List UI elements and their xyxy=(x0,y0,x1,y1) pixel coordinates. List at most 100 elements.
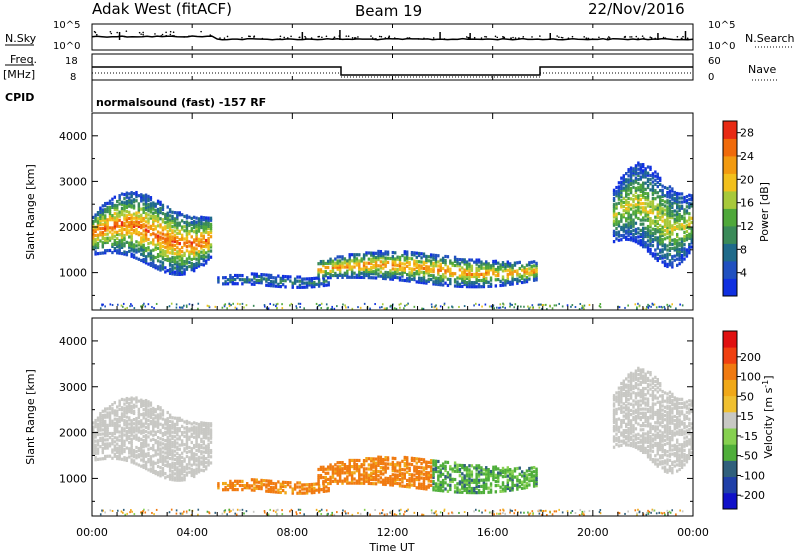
velocity-cell xyxy=(202,456,205,460)
power-cell xyxy=(166,244,169,248)
power-speckle xyxy=(434,305,437,308)
velocity-cell xyxy=(166,443,169,448)
velocity-cell xyxy=(106,423,109,427)
velocity-cell xyxy=(377,461,380,465)
power-cell xyxy=(125,224,129,228)
power-cell xyxy=(130,232,133,236)
velocity-cell xyxy=(202,458,205,462)
power-cell xyxy=(130,205,133,209)
velocity-cell xyxy=(415,469,418,473)
power-cell xyxy=(166,232,169,236)
power-cell xyxy=(434,253,438,258)
power-cell xyxy=(620,195,623,199)
power-cell xyxy=(322,259,325,264)
velocity-cell xyxy=(449,477,452,481)
power-cell xyxy=(646,173,650,177)
power-cell xyxy=(649,210,652,215)
velocity-cell xyxy=(353,471,356,475)
velocity-cell xyxy=(453,469,457,473)
velocity-cell xyxy=(331,479,335,483)
power-cell xyxy=(394,273,397,277)
power-cell xyxy=(92,238,95,242)
velocity-cell xyxy=(229,485,232,490)
velocity-cell xyxy=(403,472,407,476)
power-cell xyxy=(449,279,452,284)
power-cell xyxy=(116,204,119,208)
power-cell xyxy=(161,253,165,257)
velocity-cell xyxy=(192,462,196,466)
velocity-cell xyxy=(523,480,526,484)
velocity-cell xyxy=(217,484,220,488)
power-cell xyxy=(308,279,311,283)
power-cell xyxy=(649,225,652,229)
nsearch-label: N.Search xyxy=(745,32,795,45)
velocity-cell xyxy=(209,430,213,434)
velocity-cell xyxy=(173,453,177,457)
velocity-cell xyxy=(480,466,483,470)
power-cell xyxy=(649,229,652,233)
power-cell xyxy=(482,278,486,283)
power-cell xyxy=(639,241,642,245)
power-cell xyxy=(144,216,148,220)
power-cell xyxy=(401,268,404,272)
velocity-cell xyxy=(96,447,100,451)
power-cell xyxy=(130,248,133,252)
power-cell xyxy=(108,218,112,222)
power-cell xyxy=(341,275,344,279)
velocity-cell xyxy=(185,467,189,471)
velocity-cell xyxy=(209,451,213,455)
power-cell xyxy=(377,258,380,262)
power-cell xyxy=(178,254,181,258)
velocity-cell xyxy=(188,460,191,464)
velocity-cell xyxy=(446,473,450,477)
power-cell xyxy=(168,222,172,226)
power-cell xyxy=(661,192,664,196)
power-cell xyxy=(154,204,157,208)
power-cell xyxy=(680,257,684,262)
velocity-cell xyxy=(99,416,102,420)
velocity-cell xyxy=(267,481,270,485)
velocity-cell xyxy=(96,439,100,443)
nsearch-point xyxy=(384,37,387,39)
power-cell xyxy=(659,232,662,236)
velocity-cell xyxy=(477,488,481,493)
power-cell xyxy=(646,224,650,229)
power-cell xyxy=(622,235,625,239)
power-cell xyxy=(398,257,402,262)
power-cell xyxy=(161,218,165,222)
power-cell xyxy=(634,194,638,199)
power-cell xyxy=(370,251,373,255)
power-cell xyxy=(116,218,119,222)
velocity-cell xyxy=(291,491,294,495)
power-cell xyxy=(154,208,157,212)
velocity-cell xyxy=(190,440,193,445)
power-speckle xyxy=(226,307,228,310)
power-speckle xyxy=(652,303,654,306)
velocity-cell xyxy=(149,415,153,420)
velocity-cell xyxy=(525,485,529,490)
velocity-cell xyxy=(432,461,435,465)
power-cell xyxy=(168,245,172,249)
power-cell xyxy=(690,220,693,225)
power-cell xyxy=(365,273,368,278)
power-cell xyxy=(482,274,486,278)
velocity-cell xyxy=(185,426,189,430)
velocity-cell xyxy=(453,490,457,494)
velocity-cell xyxy=(487,474,490,478)
velocity-cell xyxy=(425,474,428,479)
velocity-cell xyxy=(338,471,342,475)
power-cell xyxy=(637,206,640,210)
power-cell xyxy=(341,261,344,265)
power-cell xyxy=(374,268,378,272)
velocity-cell xyxy=(465,470,469,474)
velocity-cell xyxy=(147,443,150,447)
velocity-cell xyxy=(427,475,430,479)
power-cell xyxy=(465,268,469,272)
velocity-cell xyxy=(140,437,143,441)
power-cell xyxy=(190,243,193,247)
power-cell xyxy=(627,217,630,221)
velocity-cell xyxy=(506,470,510,474)
power-cell xyxy=(632,218,635,222)
velocity-cell xyxy=(470,474,474,478)
power-cell xyxy=(620,192,623,197)
